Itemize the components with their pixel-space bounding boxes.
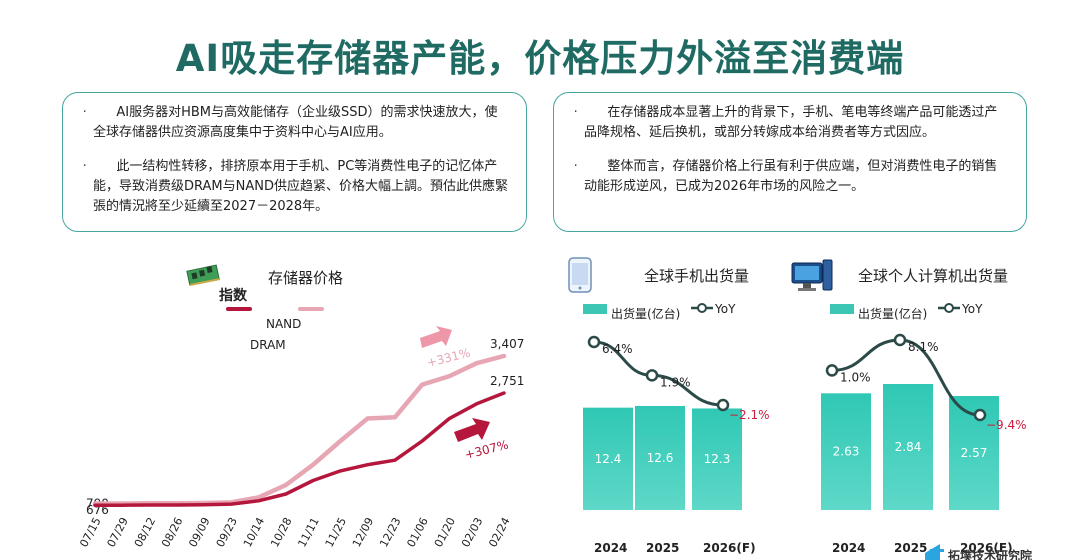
price-x-tick-label: 01/20	[432, 515, 458, 549]
nand-end-value-label: 3,407	[490, 337, 524, 351]
nand-line	[92, 353, 507, 506]
price-x-tick-label: 09/23	[214, 515, 240, 549]
publisher-logo-icon	[925, 544, 944, 560]
phone-yoy-point	[716, 398, 730, 412]
nand-growth-arrow	[420, 326, 452, 348]
pc-x-tick-label: 2024	[832, 541, 865, 555]
price-chart-title: 存储器价格	[268, 269, 343, 287]
pc-chart-title: 全球个人计算机出货量	[858, 267, 1008, 285]
phone-yoy-label: 6.4%	[602, 342, 633, 356]
right-paragraph-1: 在存储器成本显著上升的背景下，手机、笔电等终端产品可能透过产品降规格、延后换机，…	[550, 103, 1008, 143]
right-text-box: 在存储器成本显著上升的背景下，手机、笔电等终端产品可能透过产品降规格、延后换机，…	[550, 92, 1027, 232]
phone-yoy-point	[587, 335, 601, 349]
price-x-tick-label: 11/25	[323, 515, 349, 549]
phone-yoy-point	[645, 369, 659, 382]
phone-yoy-label: −2.1%	[729, 408, 770, 422]
price-x-tick-label: 02/24	[486, 515, 512, 549]
price-x-tick-label: 08/26	[159, 515, 185, 549]
phone-bar-value-label: 12.4	[595, 452, 622, 466]
right-paragraph-2: 整体而言，存储器价格上行虽有利于供应端，但对消费性电子的销售动能形成逆风，已成为…	[550, 157, 1008, 197]
price-x-tick-label: 10/28	[268, 515, 294, 549]
pc-x-tick-label: 2025	[894, 541, 927, 555]
pc-legend-bar-label: 出货量(亿台)	[858, 306, 927, 321]
price-x-tick-label: 12/09	[350, 515, 376, 549]
pc-bar	[883, 384, 933, 510]
pc-legend-yoy-marker	[944, 303, 954, 313]
price-x-tick-label: 09/09	[186, 515, 212, 549]
price-x-tick-label: 07/15	[77, 515, 103, 549]
pc-x-tick-label: 2026(F)	[960, 541, 1013, 555]
pc-yoy-label: 1.0%	[840, 370, 871, 384]
pc-bar-value-label: 2.84	[895, 440, 922, 454]
phone-bar-value-label: 12.3	[704, 452, 731, 466]
memory-chip-icon	[186, 264, 221, 286]
price-x-tick-label: 12/23	[377, 515, 403, 549]
phone-bar	[635, 406, 685, 510]
pc-bar-value-label: 2.63	[833, 445, 860, 459]
phone-legend-yoy-marker	[697, 303, 707, 313]
smartphone-icon	[568, 257, 592, 293]
price-x-tick-label: 02/03	[459, 515, 485, 549]
phone-x-tick-label: 2026(F)	[703, 541, 756, 555]
phone-chart-title: 全球手机出货量	[644, 267, 749, 285]
dram-growth-arrow	[454, 418, 490, 442]
phone-legend-yoy-label: YoY	[714, 302, 736, 316]
phone-bar	[583, 407, 633, 510]
pc-legend-bar-swatch	[830, 304, 854, 314]
price-x-tick-label: 11/11	[295, 515, 321, 549]
pc-yoy-label: −9.4%	[986, 418, 1027, 432]
pc-bar	[821, 393, 871, 510]
phone-x-tick-label: 2024	[594, 541, 627, 555]
price-x-tick-label: 08/12	[132, 515, 158, 549]
phone-bar	[692, 408, 742, 510]
desktop-computer-icon	[791, 259, 833, 291]
price-lines: 3,407 2,751	[92, 337, 524, 508]
phone-legend-bar-swatch	[583, 304, 607, 314]
price-x-tick-label: 01/06	[404, 515, 430, 549]
left-text-box: AI服务器对HBM与高效能储存（企业级SSD）的需求快速放大，使全球存储器供应资…	[59, 92, 527, 232]
left-paragraph-1: AI服务器对HBM与高效能储存（企业级SSD）的需求快速放大，使全球存储器供应资…	[59, 103, 508, 143]
nand-growth-annotation: +331%	[425, 346, 471, 370]
page-title: AI吸走存储器产能，价格压力外溢至消费端	[175, 37, 905, 80]
dram-growth-annotation: +307%	[463, 438, 509, 462]
price-legend-title: 指数	[219, 287, 248, 304]
dram-end-value-label: 2,751	[490, 374, 524, 388]
dram-line	[93, 391, 506, 508]
pc-yoy-point	[893, 333, 907, 347]
phone-x-tick-label: 2025	[646, 541, 679, 555]
phone-legend-bar-label: 出货量(亿台)	[611, 306, 680, 321]
price-x-tick-label: 10/14	[241, 515, 267, 549]
legend-dram-label: DRAM	[250, 338, 286, 352]
legend-nand-label: NAND	[266, 317, 301, 331]
pc-yoy-label: 8.1%	[908, 340, 939, 354]
phone-bar-value-label: 12.6	[647, 451, 674, 465]
price-x-axis: 07/15 07/29 08/12 08/26 09/09 09/23 10/14 10/28…	[77, 515, 512, 549]
price-x-tick-label: 07/29	[105, 515, 131, 549]
left-paragraph-2: 此一结构性转移，排挤原本用于手机、PC等消费性电子的记忆体产能，导致消费级DRA…	[59, 157, 508, 217]
pc-yoy-point	[973, 408, 987, 422]
pc-bar-value-label: 2.57	[961, 446, 988, 460]
publisher-logo-text: 拓墣技术研究院	[948, 548, 1032, 560]
phone-yoy-label: 1.9%	[660, 375, 691, 389]
pc-legend-yoy-label: YoY	[961, 302, 983, 316]
pc-yoy-point	[825, 364, 839, 377]
shipment-bar-charts: 出货量(亿台) YoY 12.4 2024 12.6 2025 12.3 2026(F) 6.4…	[583, 302, 1027, 555]
